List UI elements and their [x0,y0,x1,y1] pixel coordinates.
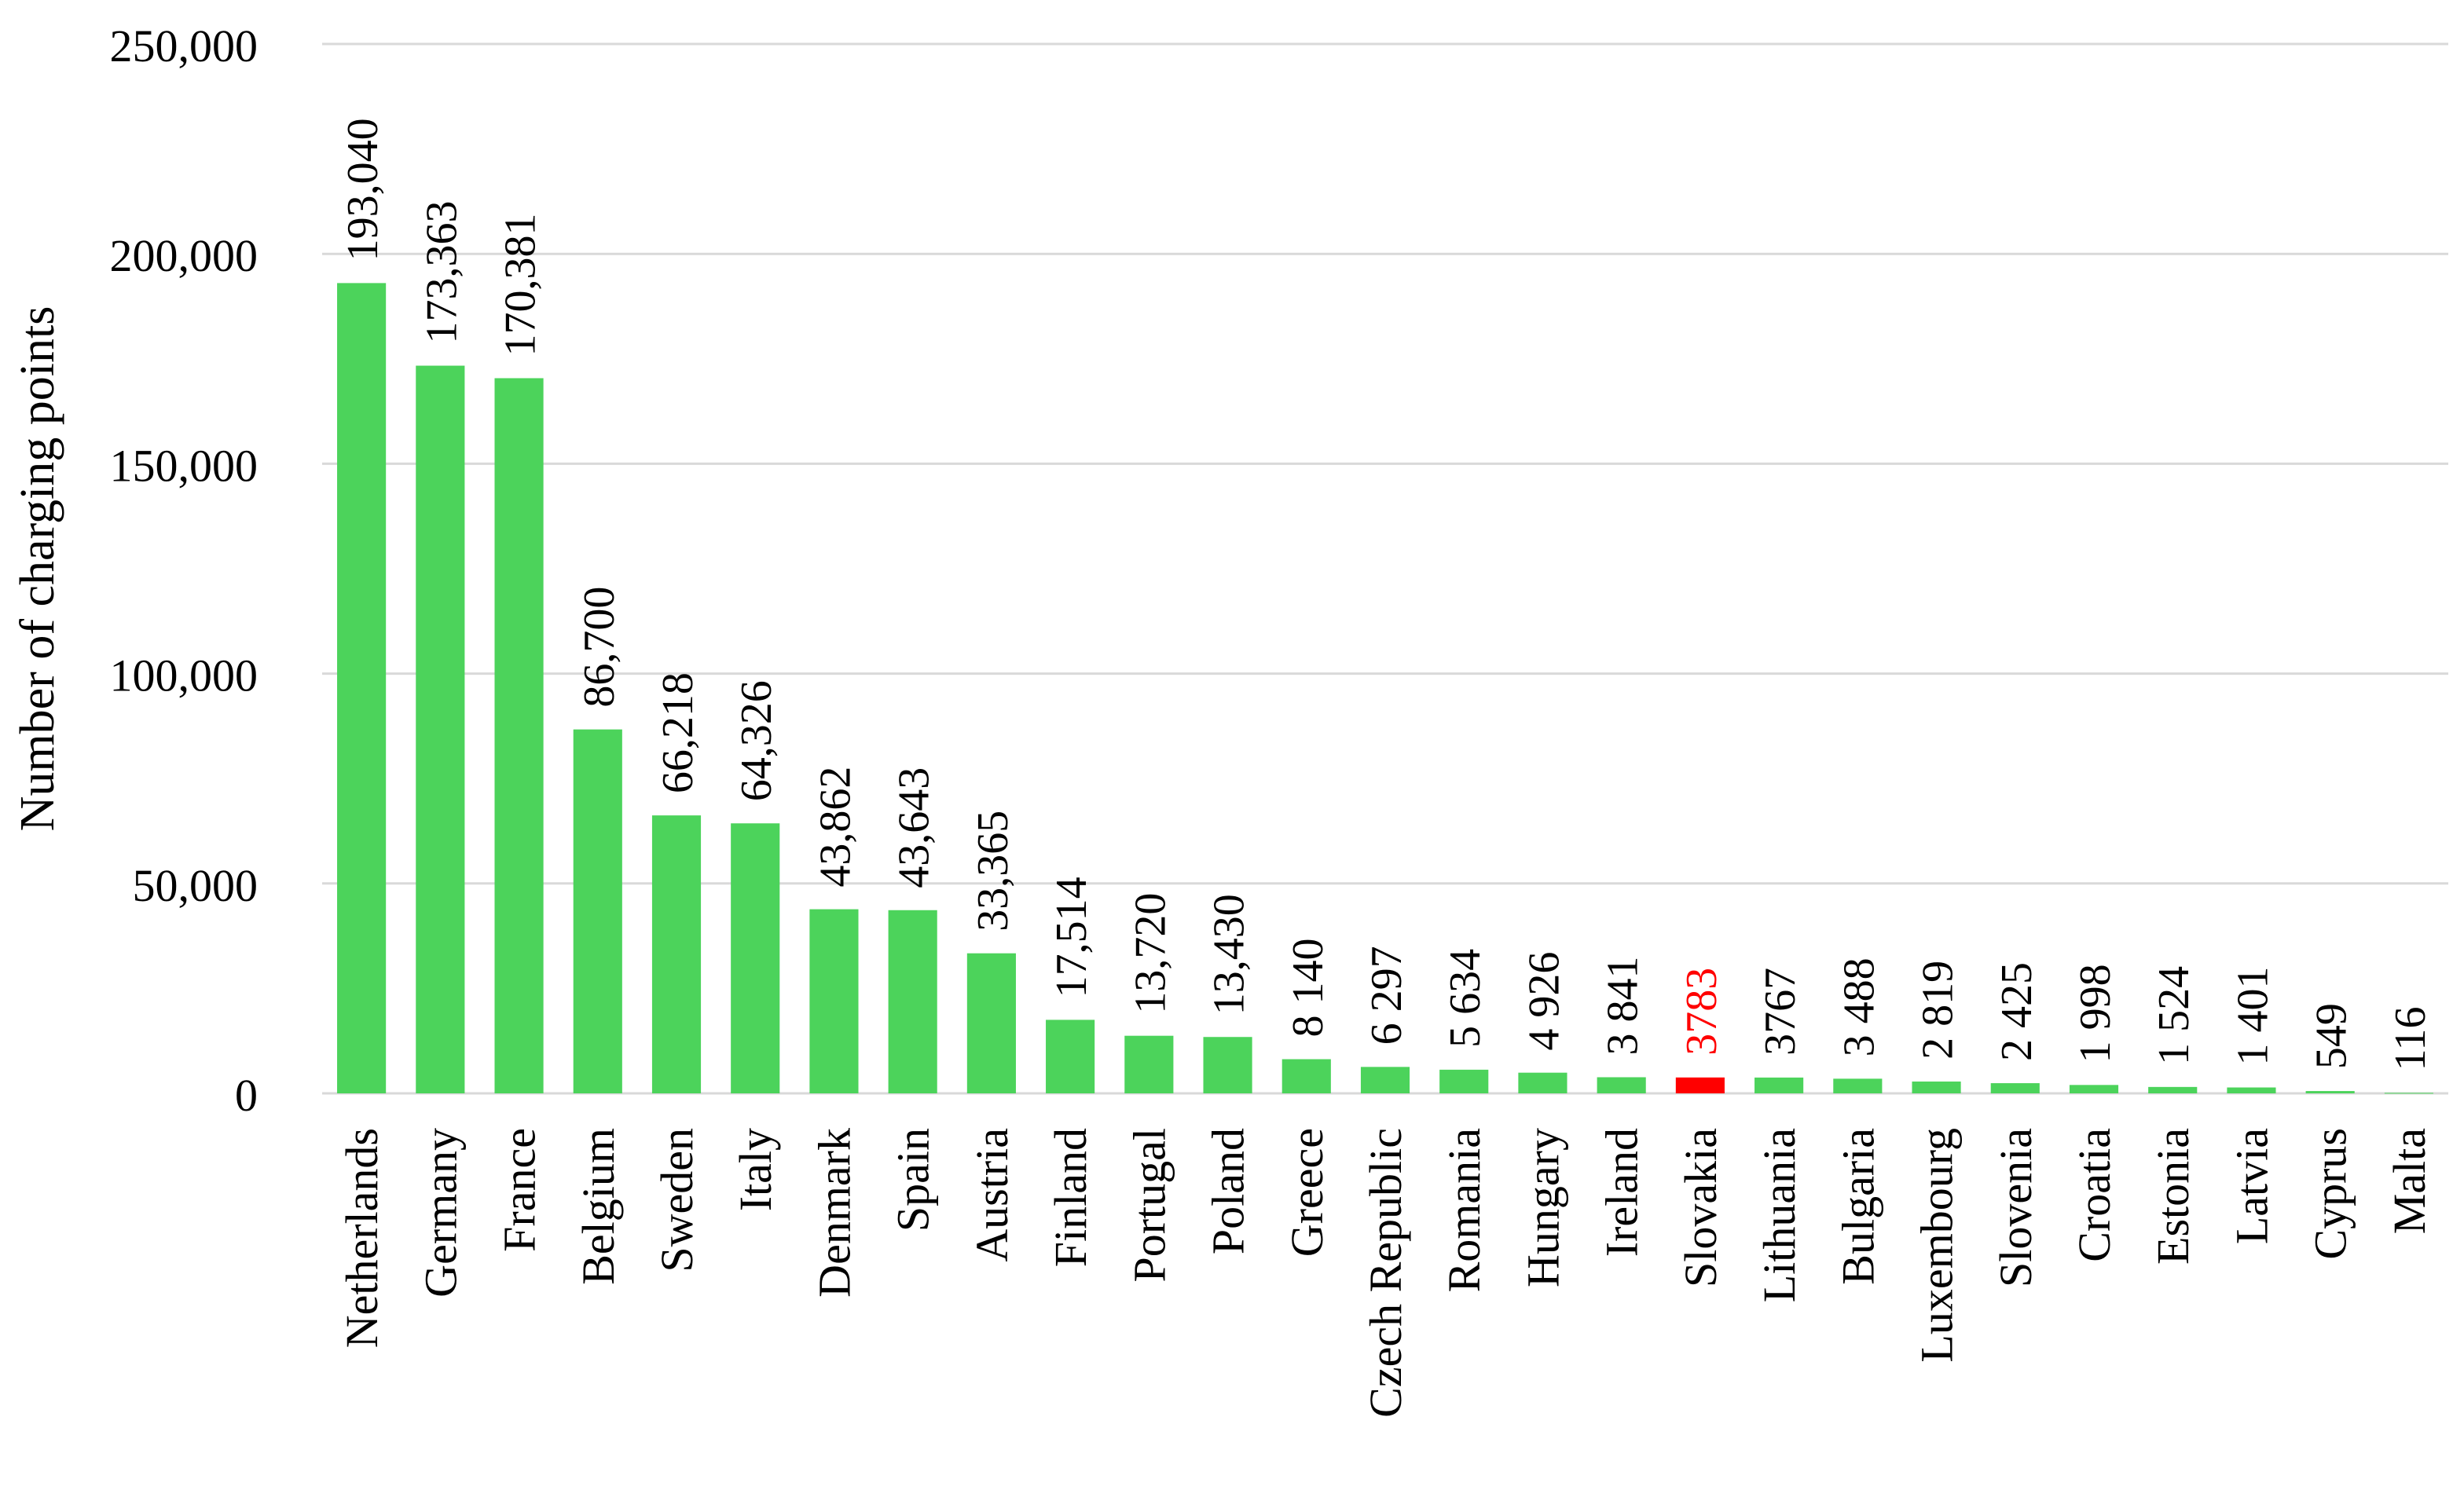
y-tick-label: 150,000 [110,440,258,491]
bar-portugal [1124,1035,1174,1093]
bar-romania [1439,1069,1489,1093]
data-label: 86,700 [575,587,624,708]
x-tick-label: Cyprus [2305,1128,2356,1260]
data-label: 13,720 [1126,893,1175,1014]
data-label: 170,381 [497,213,545,356]
x-tick-label: Estonia [2147,1128,2198,1265]
y-tick-label: 50,000 [133,860,258,911]
x-tick-label: Hungary [1517,1128,1568,1287]
y-axis-ticks: 0 50,000 100,000 150,000 200,000 250,000 [110,20,258,1121]
y-axis-title: Number of charging points [11,306,64,832]
bars [337,283,2433,1094]
data-label: 43,862 [811,767,860,888]
y-tick-label: 0 [235,1070,258,1121]
x-tick-label: Greece [1282,1128,1333,1257]
bar-italy [731,823,780,1093]
y-tick-label: 250,000 [110,20,258,71]
x-tick-label: Sweden [651,1128,702,1272]
bar-croatia [2069,1085,2119,1093]
x-tick-label: Germany [415,1128,466,1298]
x-tick-label: Latvia [2226,1128,2277,1244]
data-label: 1 524 [2150,966,2198,1065]
data-label: 17,514 [1047,877,1096,998]
bar-czech-republic [1360,1067,1410,1093]
x-tick-label: Slovakia [1675,1128,1726,1287]
x-tick-label: Lithuania [1754,1128,1805,1302]
data-label: 64,326 [732,680,781,801]
bar-latvia [2227,1087,2276,1093]
x-tick-label: Denmark [808,1128,860,1298]
bar-poland [1203,1037,1252,1093]
data-label: 5 634 [1441,949,1490,1048]
data-label: 173,363 [417,201,466,344]
bar-sweden [651,815,702,1093]
data-label: 1 998 [2071,964,2120,1063]
bar-germany [416,365,465,1094]
data-label: 116 [2386,1006,2435,1071]
x-tick-label: Netherlands [336,1128,387,1348]
bar-spain [888,910,937,1093]
data-label: 6 297 [1362,946,1411,1045]
data-labels: 193,040 173,363 170,381 86,700 66,218 64,326 4… [339,118,2435,1071]
y-tick-label: 100,000 [110,650,258,701]
data-label: 3 488 [1835,957,1883,1056]
x-tick-label: Italy [730,1128,781,1211]
data-label: 3783 [1678,968,1726,1056]
x-tick-label: Czech Republic [1360,1128,1411,1418]
data-label: 549 [2308,1003,2356,1069]
bar-estonia [2148,1086,2198,1093]
x-tick-label: Austria [966,1128,1018,1262]
data-label: 2 819 [1914,961,1963,1060]
gridlines [322,42,2448,1095]
bar-slovenia [1990,1083,2040,1093]
y-tick-label: 200,000 [110,230,258,281]
bar-hungary [1518,1072,1568,1093]
x-tick-label: France [494,1128,545,1252]
bar-cyprus [2305,1091,2355,1093]
x-tick-label: Spain [888,1128,939,1232]
x-tick-label: Luxembourg [1912,1128,1963,1363]
bar-finland [1046,1020,1095,1093]
data-label: 1 401 [2228,967,2277,1066]
x-tick-label: Belgium [573,1128,624,1285]
x-tick-label: Bulgaria [1832,1128,1883,1285]
data-label: 3767 [1756,968,1805,1056]
bar-ireland [1597,1077,1646,1093]
x-tick-label: Ireland [1597,1128,1648,1257]
data-label: 3 841 [1599,956,1648,1055]
bar-austria [966,953,1016,1093]
data-label: 66,218 [654,672,702,793]
data-label: 33,365 [969,811,1018,932]
x-tick-label: Portugal [1124,1128,1175,1283]
x-tick-label: Slovenia [1990,1128,2041,1287]
bar-bulgaria [1833,1078,1883,1093]
bar-greece [1282,1059,1331,1093]
data-label: 43,643 [890,767,939,888]
bar-lithuania [1754,1077,1804,1093]
data-label: 193,040 [339,118,387,261]
bar-slovakia [1675,1077,1725,1093]
bar-belgium [573,729,622,1093]
x-tick-label: Romania [1439,1128,1490,1292]
x-tick-label: Malta [2384,1128,2435,1234]
x-tick-label: Finland [1045,1128,1096,1267]
bar-france [494,378,544,1093]
bar-denmark [809,909,859,1093]
data-label: 8 140 [1284,938,1333,1037]
bar-luxembourg [1912,1081,1961,1093]
data-label: 2 425 [1993,962,2041,1061]
x-tick-label: Croatia [2069,1128,2120,1262]
bar-netherlands [337,283,387,1093]
x-tick-label: Poland [1203,1128,1254,1254]
category-labels: Netherlands Germany France Belgium Sweden Ita… [336,1128,2435,1418]
data-label: 4 926 [1520,952,1568,1051]
data-label: 13,430 [1205,894,1254,1015]
